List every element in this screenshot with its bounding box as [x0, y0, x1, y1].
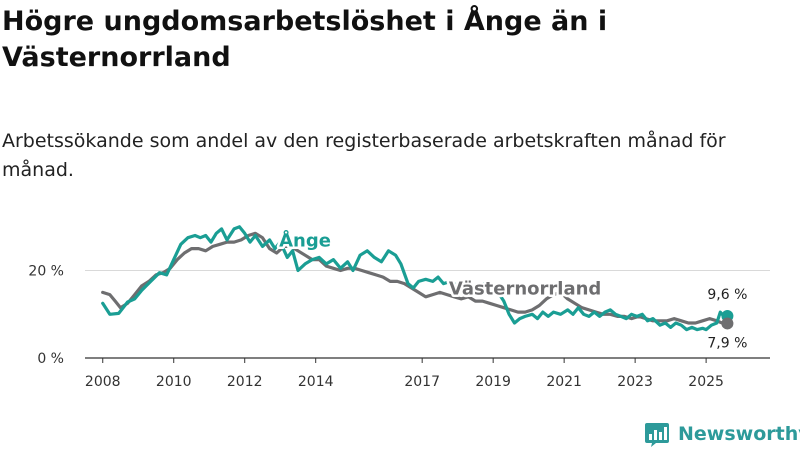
x-tick-label: 2019 [475, 374, 511, 390]
brand-name: Newsworthy [678, 423, 800, 445]
series-line-vasternorrland [101, 231, 729, 325]
x-tick-label: 2017 [404, 374, 440, 390]
y-tick-label: 20 % [28, 264, 64, 280]
newsworthy-brand: Newsworthy [644, 420, 800, 448]
end-label-vasternorrland: 7,9 % [707, 335, 747, 351]
series-label-ange: Ånge [279, 228, 331, 251]
chart-title: Högre ungdomsarbetslöshet i Ånge än i Vä… [2, 6, 608, 73]
end-marker-vasternorrland [721, 317, 734, 330]
series-label-vasternorrland: Västernorrland [449, 279, 601, 300]
x-tick-label: 2021 [546, 374, 582, 390]
series-line-ange [101, 225, 729, 332]
end-label-ange: 9,6 % [707, 287, 747, 303]
x-tick-label: 2012 [227, 374, 263, 390]
y-tick-label: 0 % [37, 351, 64, 367]
chart-subtitle: Arbetssökande som andel av den registerb… [2, 130, 726, 181]
x-tick-label: 2014 [298, 374, 334, 390]
x-tick-label: 2008 [85, 374, 121, 390]
x-tick-label: 2010 [156, 374, 192, 390]
x-tick-label: 2025 [688, 374, 724, 390]
newsworthy-logo-icon [645, 423, 669, 447]
line-chart: 0 % 20 % 2008 2010 2012 2014 2017 2019 2021 2023 2… [28, 225, 770, 390]
x-tick-label: 2023 [617, 374, 653, 390]
